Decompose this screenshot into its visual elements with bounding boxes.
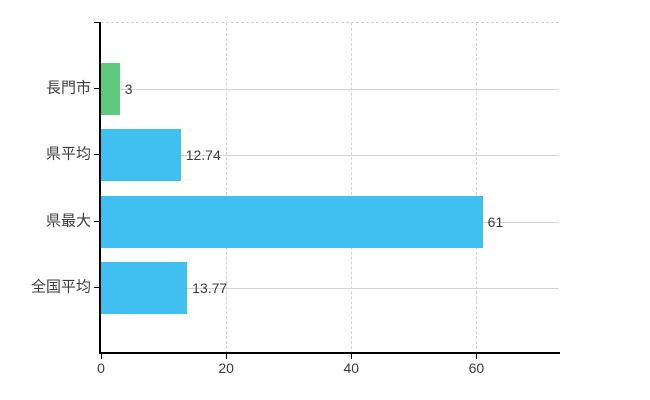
bar-長門市 — [101, 63, 120, 116]
x-tick-label: 0 — [97, 360, 105, 376]
x-axis-line — [99, 352, 560, 354]
category-label-2: 県平均 — [45, 145, 91, 163]
x-tick-60 — [476, 353, 478, 359]
category-label-4: 全国平均 — [30, 278, 91, 296]
bar-全国平均 — [101, 261, 188, 314]
gridline-category — [101, 89, 559, 91]
y-axis-end-tick — [94, 22, 101, 23]
bar-県平均 — [101, 129, 181, 182]
bar-value-label: 61 — [487, 213, 504, 230]
x-tick-40 — [351, 353, 353, 359]
x-tick-0 — [101, 353, 102, 359]
x-tick-label: 20 — [218, 360, 234, 376]
bar-value-label: 3 — [124, 81, 133, 98]
bar-県最大 — [101, 195, 483, 248]
gridline-x-40 — [351, 23, 353, 354]
gridline-category — [101, 155, 559, 157]
y-axis-line — [99, 22, 101, 353]
plot-area: 3 12.74 61 13.77 — [101, 22, 559, 354]
gridline-category — [101, 287, 559, 289]
y-tick-1 — [94, 88, 101, 90]
x-tick-label: 40 — [343, 360, 360, 376]
bar-value-label: 12.74 — [185, 147, 221, 164]
gridline-x-60 — [476, 23, 478, 354]
gridline-x-20 — [226, 23, 228, 354]
y-tick-2 — [94, 154, 101, 156]
y-tick-4 — [94, 286, 101, 288]
category-label-3: 県最大 — [45, 212, 91, 230]
category-label-1: 長門市 — [45, 79, 91, 97]
x-tick-20 — [226, 353, 228, 359]
x-tick-label: 60 — [468, 360, 485, 376]
bar-value-label: 13.77 — [192, 279, 228, 296]
y-tick-3 — [94, 220, 101, 222]
